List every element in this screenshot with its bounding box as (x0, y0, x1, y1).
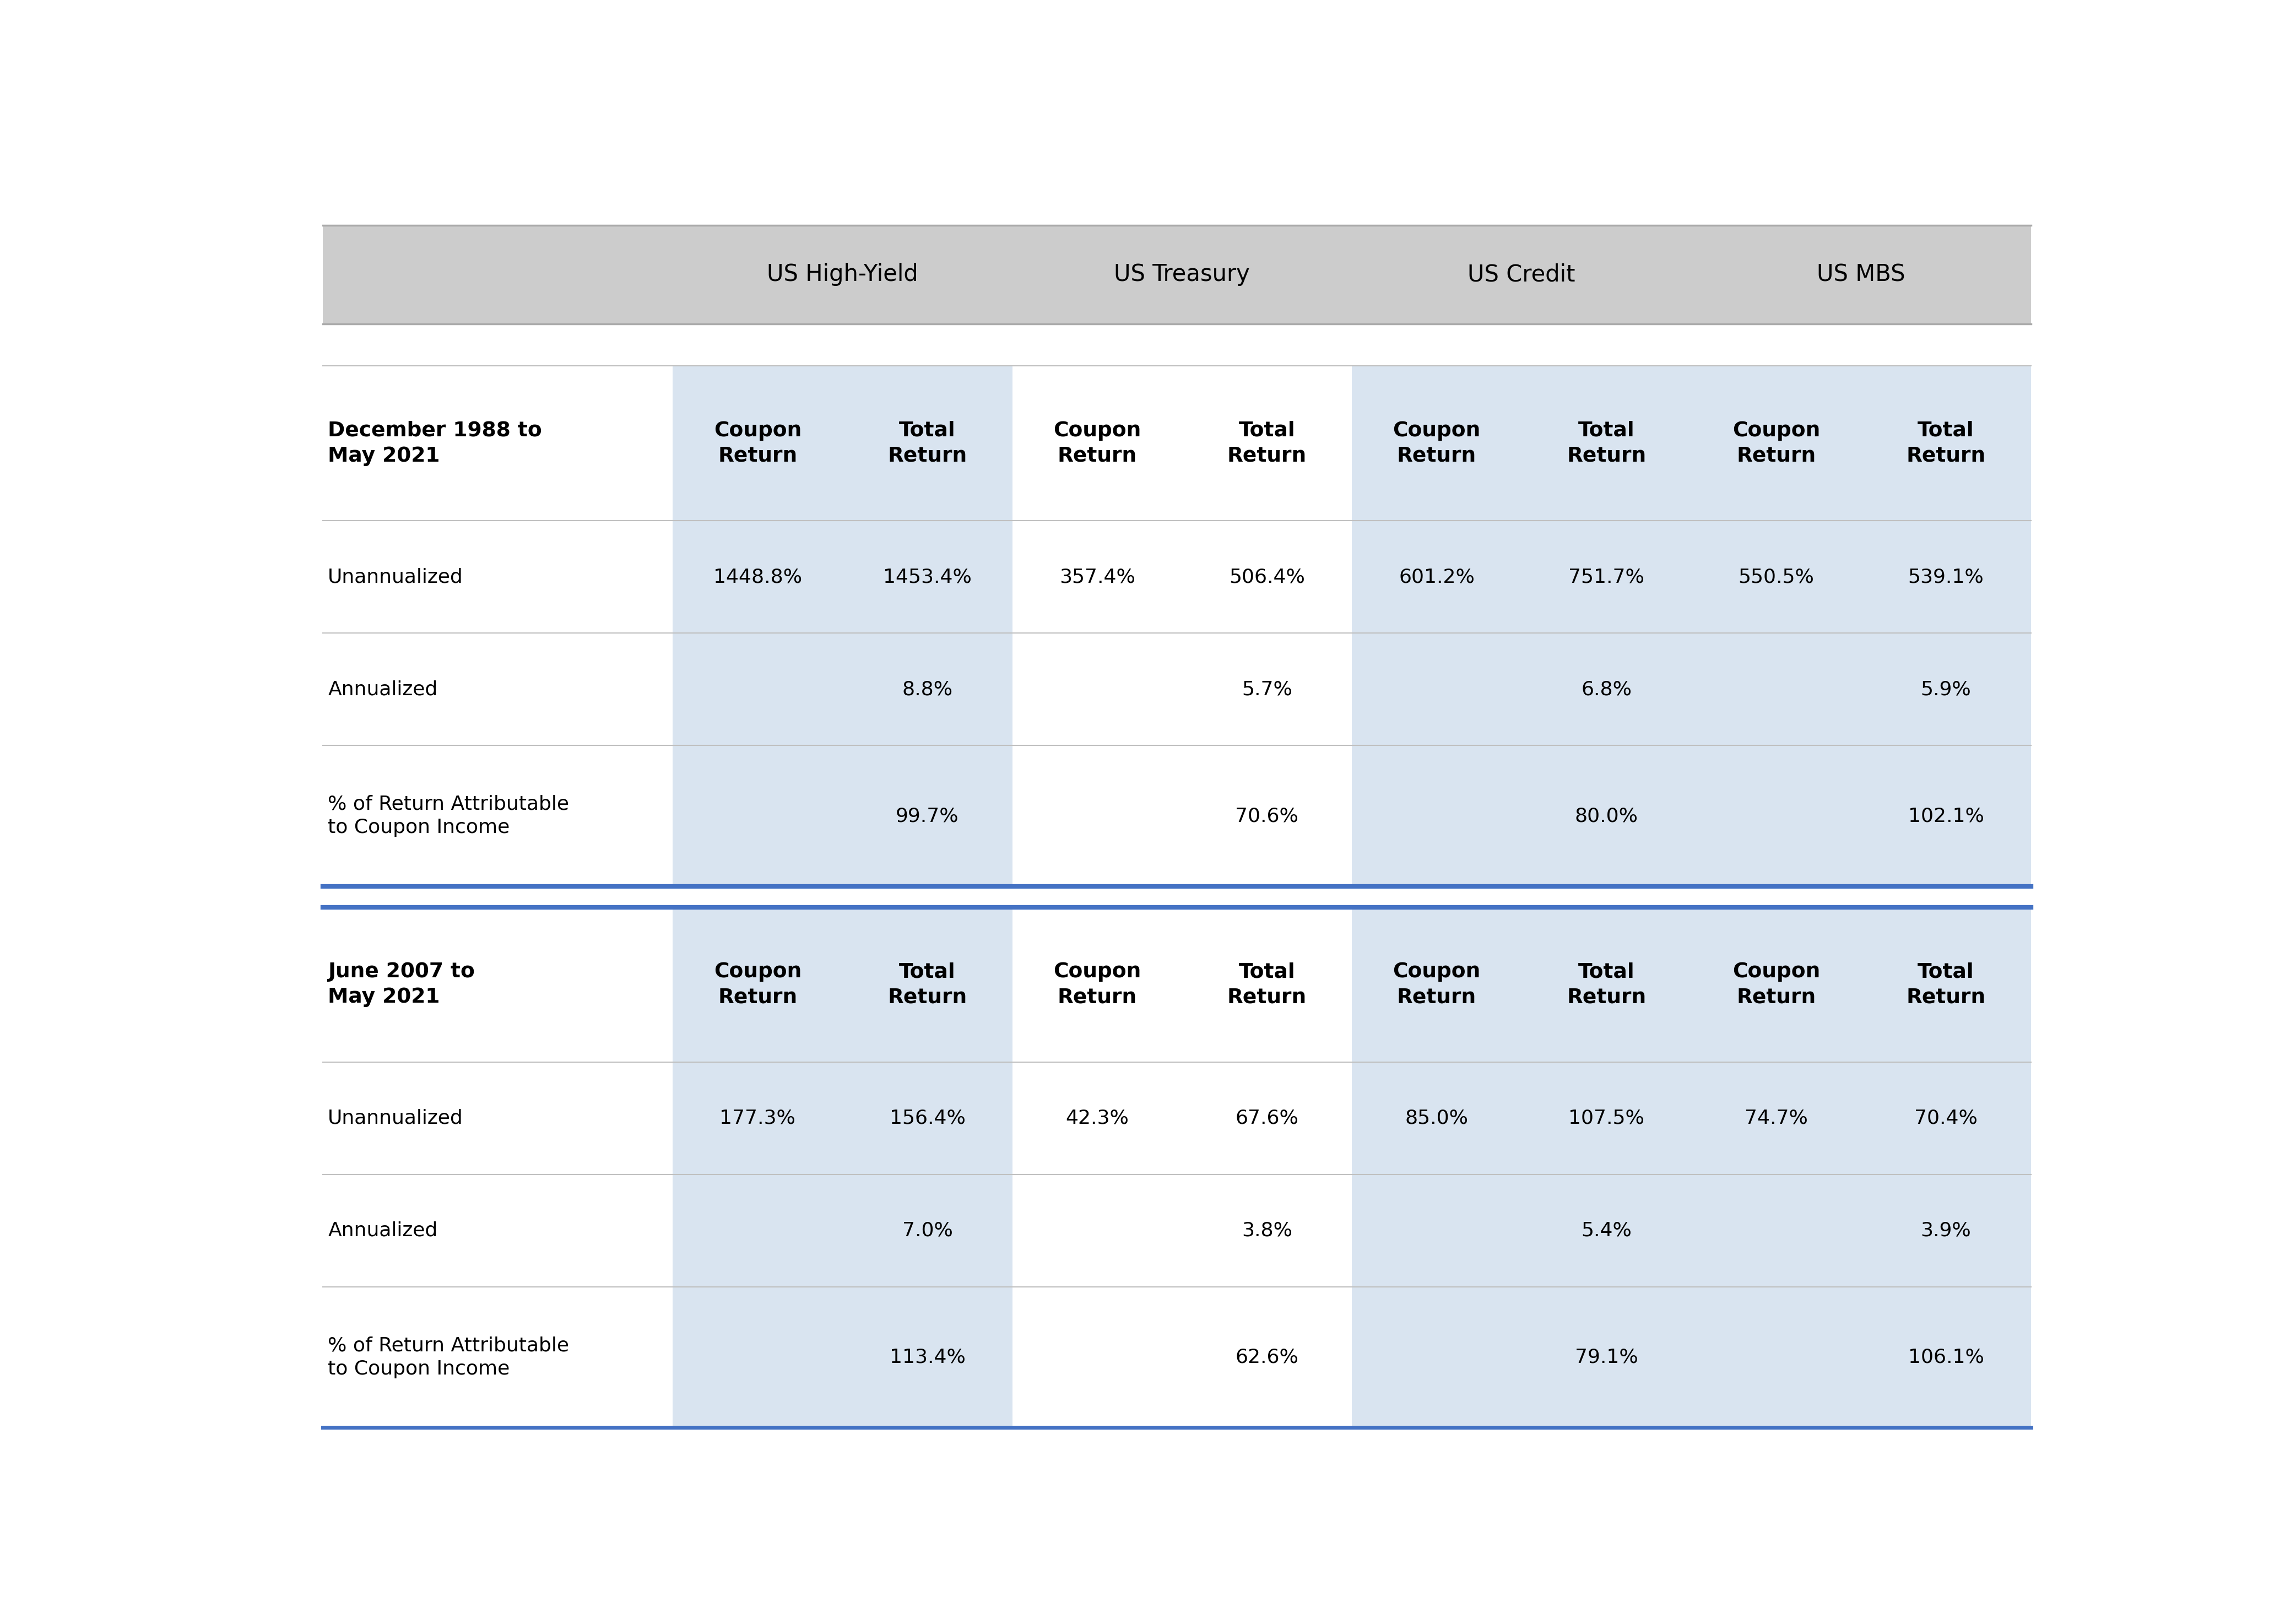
Text: Total
Return: Total Return (1906, 421, 1986, 466)
Bar (1692, 1286, 2032, 1427)
Bar (1352, 521, 1692, 633)
Text: 156.4%: 156.4% (889, 1108, 964, 1128)
Text: 5.9%: 5.9% (1922, 680, 1972, 699)
Bar (1352, 366, 1692, 521)
Bar (1692, 521, 2032, 633)
Text: 751.7%: 751.7% (1568, 568, 1644, 586)
Text: 177.3%: 177.3% (719, 1108, 797, 1128)
Text: 3.9%: 3.9% (1922, 1222, 1972, 1239)
Text: 5.7%: 5.7% (1242, 680, 1293, 699)
Text: 1453.4%: 1453.4% (884, 568, 971, 586)
Bar (1692, 633, 2032, 746)
Text: December 1988 to
May 2021: December 1988 to May 2021 (328, 421, 542, 466)
Text: Annualized: Annualized (328, 1222, 439, 1239)
Bar (1692, 908, 2032, 1061)
Bar (673, 521, 1013, 633)
Text: Total
Return: Total Return (1566, 963, 1646, 1006)
Text: 62.6%: 62.6% (1235, 1348, 1300, 1367)
Text: US High-Yield: US High-Yield (767, 264, 918, 286)
Text: Total
Return: Total Return (1228, 963, 1306, 1006)
Text: June 2007 to
May 2021: June 2007 to May 2021 (328, 963, 475, 1006)
Bar (1352, 1286, 1692, 1427)
Bar (1692, 746, 2032, 887)
Text: Coupon
Return: Coupon Return (1054, 963, 1141, 1006)
Bar (1692, 1175, 2032, 1286)
Bar (1352, 1061, 1692, 1175)
Text: Coupon
Return: Coupon Return (714, 421, 801, 466)
Text: Coupon
Return: Coupon Return (1054, 421, 1141, 466)
Bar (1692, 1061, 2032, 1175)
Text: 1448.8%: 1448.8% (714, 568, 801, 586)
Bar (673, 908, 1013, 1061)
Text: Coupon
Return: Coupon Return (1731, 421, 1821, 466)
Text: 74.7%: 74.7% (1745, 1108, 1807, 1128)
Text: 70.4%: 70.4% (1915, 1108, 1977, 1128)
Text: US MBS: US MBS (1816, 264, 1906, 286)
Text: 107.5%: 107.5% (1568, 1108, 1644, 1128)
Text: 70.6%: 70.6% (1235, 806, 1300, 825)
Text: Coupon
Return: Coupon Return (1394, 963, 1481, 1006)
Text: Total
Return: Total Return (889, 421, 967, 466)
Text: 601.2%: 601.2% (1398, 568, 1474, 586)
Text: 113.4%: 113.4% (889, 1348, 964, 1367)
Text: Unannualized: Unannualized (328, 568, 464, 586)
Text: 506.4%: 506.4% (1228, 568, 1304, 586)
Text: 539.1%: 539.1% (1908, 568, 1984, 586)
Bar (321, 225, 2032, 324)
Text: 7.0%: 7.0% (902, 1222, 953, 1239)
Text: 80.0%: 80.0% (1575, 806, 1637, 825)
Text: 6.8%: 6.8% (1582, 680, 1632, 699)
Text: % of Return Attributable
to Coupon Income: % of Return Attributable to Coupon Incom… (328, 794, 569, 837)
Text: Total
Return: Total Return (1228, 421, 1306, 466)
Text: 102.1%: 102.1% (1908, 806, 1984, 825)
Text: Annualized: Annualized (328, 680, 439, 699)
Text: Unannualized: Unannualized (328, 1108, 464, 1128)
Text: 5.4%: 5.4% (1582, 1222, 1632, 1239)
Text: Coupon
Return: Coupon Return (1394, 421, 1481, 466)
Text: US Credit: US Credit (1467, 264, 1575, 286)
Text: Coupon
Return: Coupon Return (714, 963, 801, 1006)
Text: Total
Return: Total Return (1906, 963, 1986, 1006)
Bar (673, 746, 1013, 887)
Text: 3.8%: 3.8% (1242, 1222, 1293, 1239)
Text: 8.8%: 8.8% (902, 680, 953, 699)
Text: Total
Return: Total Return (889, 963, 967, 1006)
Bar (1352, 746, 1692, 887)
Bar (1352, 1175, 1692, 1286)
Text: 99.7%: 99.7% (895, 806, 960, 825)
Bar (673, 1061, 1013, 1175)
Text: 85.0%: 85.0% (1405, 1108, 1469, 1128)
Bar (673, 633, 1013, 746)
Text: 42.3%: 42.3% (1065, 1108, 1130, 1128)
Text: 67.6%: 67.6% (1235, 1108, 1300, 1128)
Bar (1352, 633, 1692, 746)
Bar (673, 366, 1013, 521)
Text: Total
Return: Total Return (1566, 421, 1646, 466)
Text: 550.5%: 550.5% (1738, 568, 1814, 586)
Bar (673, 1175, 1013, 1286)
Text: % of Return Attributable
to Coupon Income: % of Return Attributable to Coupon Incom… (328, 1336, 569, 1379)
Text: 357.4%: 357.4% (1058, 568, 1134, 586)
Bar (1352, 908, 1692, 1061)
Text: 106.1%: 106.1% (1908, 1348, 1984, 1367)
Bar (1692, 366, 2032, 521)
Text: Coupon
Return: Coupon Return (1731, 963, 1821, 1006)
Text: 79.1%: 79.1% (1575, 1348, 1637, 1367)
Text: US Treasury: US Treasury (1114, 264, 1249, 286)
Bar (673, 1286, 1013, 1427)
